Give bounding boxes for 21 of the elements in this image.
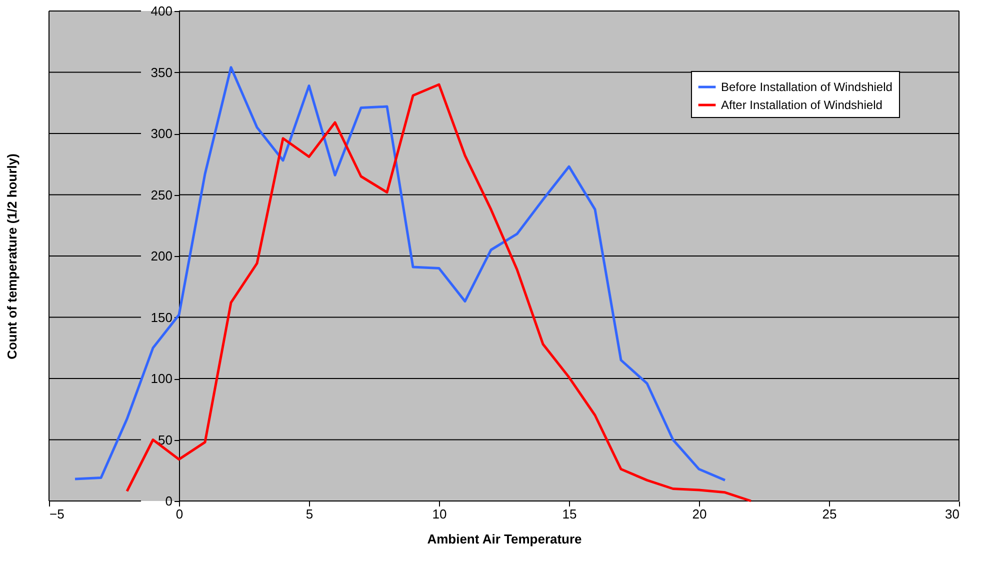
- y-axis-title: Count of temperature (1/2 hourly): [4, 154, 20, 360]
- legend-label: Before Installation of Windshield: [721, 80, 892, 94]
- x-tick-label: −5: [50, 506, 64, 522]
- y-tick-label: 400: [150, 4, 172, 18]
- y-tick-label: 100: [150, 371, 172, 386]
- y-tick-label: 300: [150, 126, 172, 141]
- x-tick-label: 10: [432, 506, 447, 522]
- x-axis-title: Ambient Air Temperature: [427, 532, 582, 546]
- x-tick-label: 25: [822, 506, 837, 522]
- x-tick-label: 20: [692, 506, 707, 522]
- y-tick-label: 0: [165, 494, 172, 508]
- x-tick-label: 0: [176, 506, 184, 522]
- y-tick-label: 50: [158, 432, 172, 448]
- y-tick-label: 250: [150, 187, 172, 202]
- x-tick-label: 5: [306, 506, 314, 522]
- legend-label: After Installation of Windshield: [721, 98, 882, 112]
- y-tick-label: 350: [150, 64, 172, 80]
- x-tick-label: 15: [562, 506, 577, 522]
- y-tick-label: 150: [150, 310, 172, 325]
- x-tick-label: 30: [945, 506, 960, 522]
- y-tick-label: 200: [150, 248, 172, 264]
